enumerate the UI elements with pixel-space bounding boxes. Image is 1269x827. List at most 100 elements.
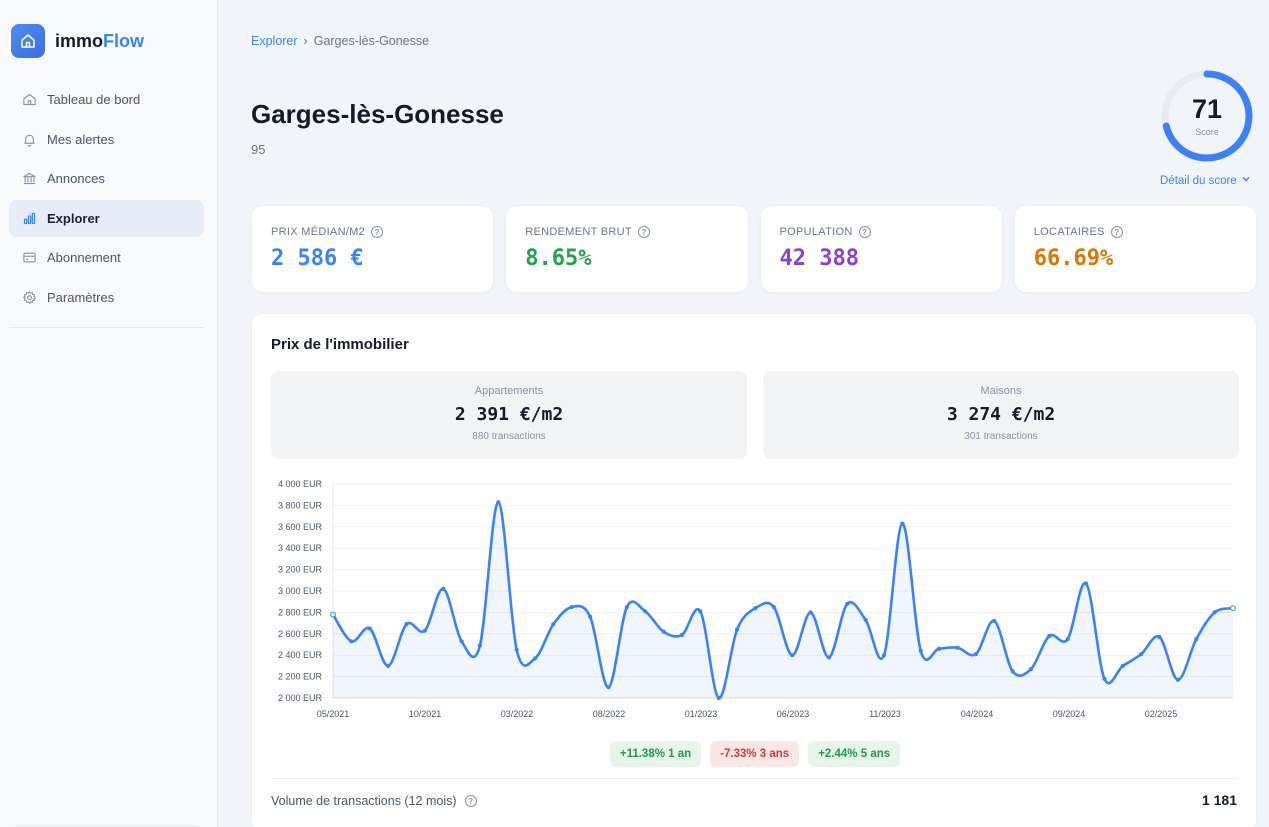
chart-point [845, 601, 850, 606]
sidebar-item-explorer[interactable]: Explorer [9, 199, 204, 237]
home-icon [21, 92, 37, 108]
chart-point [881, 653, 887, 658]
bank-icon [21, 171, 37, 187]
sidebar-item-label: Tableau de bord [47, 92, 141, 107]
chart-point [643, 609, 648, 614]
chart-point [349, 639, 354, 644]
x-tick-label: 11/2023 [869, 709, 901, 719]
chart-point [1083, 581, 1089, 586]
chart-point [808, 610, 813, 615]
y-tick-label: 2 200 EUR [278, 672, 323, 682]
chart-point [771, 604, 776, 610]
chart-point [477, 643, 483, 648]
chart-point [1139, 652, 1144, 657]
chart-point [900, 521, 905, 526]
brand-name: immoFlow [55, 31, 144, 52]
sidebar-item-label: Explorer [47, 210, 100, 226]
help-icon[interactable]: ? [464, 795, 477, 807]
volume-value: 1 181 [1201, 792, 1237, 808]
chart-point [404, 622, 409, 627]
y-tick-label: 3 800 EUR [278, 500, 323, 510]
chart-point [698, 609, 703, 614]
x-tick-label: 04/2024 [961, 709, 994, 719]
breadcrumb-explorer-link[interactable]: Explorer [251, 34, 298, 48]
score-label: Score [1195, 127, 1219, 137]
price-chart[interactable]: 2 000 EUR 2 200 EUR 2 400 EUR 2 600 EUR 2 80… [252, 314, 1258, 734]
sidebar-item-dashboard[interactable]: Tableau de bord [9, 81, 204, 118]
sidebar-item-settings[interactable]: Paramètres [9, 279, 204, 316]
chart-point [514, 647, 519, 652]
evolution-badges: +11.38% 1 an -7.33% 3 ans +2.44% 5 ans [252, 741, 1258, 767]
kpi-card-gross-yield: RENDEMENT BRUT? 8.65% [505, 205, 749, 293]
houses-label: Maisons [980, 385, 1022, 397]
help-icon[interactable]: ? [371, 226, 384, 238]
chart-point [955, 645, 960, 650]
kpi-value: 66.69% [1033, 246, 1114, 271]
kpi-label-row: PRIX MÉDIAN/M2? [271, 226, 474, 238]
help-icon[interactable]: ? [858, 226, 871, 238]
x-tick-label: 08/2022 [593, 709, 626, 719]
panel-title: Prix de l'immobilier [271, 336, 409, 353]
chart-point [496, 500, 501, 505]
help-icon[interactable]: ? [1110, 226, 1123, 238]
y-tick-label: 2 600 EUR [278, 629, 323, 639]
sidebar-item-subscription[interactable]: Abonnement [9, 239, 204, 276]
score-detail-label: Détail du score [1160, 174, 1237, 187]
y-tick-label: 3 400 EUR [278, 543, 323, 553]
chevron-down-icon [1241, 174, 1251, 187]
brand[interactable]: immoFlow [11, 24, 144, 58]
chart-point [1230, 605, 1236, 612]
chart-point [532, 656, 538, 661]
chart-point [386, 663, 391, 668]
evolution-badge-1y: +11.38% 1 an [609, 741, 702, 767]
x-tick-label: 10/2021 [409, 709, 442, 719]
chart-point [606, 685, 611, 690]
sidebar-item-label: Mes alertes [47, 131, 115, 147]
x-tick-label: 02/2025 [1145, 709, 1178, 719]
apartments-transactions: 880 transactions [472, 431, 546, 442]
chart-point [624, 604, 629, 610]
chart-point [588, 614, 593, 619]
kpi-label: RENDEMENT BRUT [525, 226, 632, 238]
bell-icon [21, 131, 37, 147]
chart-point [863, 617, 868, 622]
x-tick-label: 03/2022 [501, 709, 534, 719]
chart-point [973, 652, 978, 657]
sidebar-item-alerts[interactable]: Mes alertes [9, 121, 204, 158]
kpi-card-median-price: PRIX MÉDIAN/M2? 2 586 € [251, 205, 495, 293]
chart-point [1212, 610, 1217, 615]
x-tick-label: 06/2023 [777, 709, 810, 719]
kpi-label-row: LOCATAIRES? [1034, 226, 1237, 238]
volume-label-row: Volume de transactions (12 mois) ? [271, 794, 477, 808]
houses-transactions: 301 transactions [964, 431, 1038, 442]
y-tick-label: 3 200 EUR [278, 565, 323, 575]
score-ring [1161, 70, 1253, 162]
kpi-label: PRIX MÉDIAN/M2 [271, 226, 366, 238]
breadcrumb: Explorer › Garges-lès-Gonesse [251, 34, 429, 48]
bar-chart-icon [21, 210, 37, 226]
chart-point [459, 639, 464, 644]
breadcrumb-current: Garges-lès-Gonesse [313, 34, 430, 48]
card-icon [21, 250, 37, 266]
chart-point [992, 618, 997, 624]
score-value: 71 [1191, 94, 1223, 124]
department-code: 95 [251, 142, 266, 157]
y-tick-label: 3 000 EUR [278, 586, 323, 596]
kpi-row: PRIX MÉDIAN/M2? 2 586 € RENDEMENT BRUT? … [251, 205, 1257, 293]
sidebar-footer-divider [15, 825, 195, 826]
gear-icon [21, 289, 37, 305]
kpi-label: LOCATAIRES [1033, 226, 1105, 238]
chart-point [1047, 633, 1052, 639]
chart-point [422, 628, 427, 633]
x-tick-label: 09/2024 [1053, 709, 1086, 719]
sidebar-item-listings[interactable]: Annonces [9, 160, 204, 197]
chart-point [679, 632, 685, 637]
score-detail-toggle[interactable]: Détail du score [1160, 174, 1251, 187]
evolution-badge-5y: +2.44% 5 ans [808, 741, 901, 767]
volume-label: Volume de transactions (12 mois) [271, 794, 457, 808]
chart-area-fill [333, 502, 1233, 699]
chart-point [569, 604, 574, 610]
chart-point [661, 629, 666, 634]
help-icon[interactable]: ? [637, 226, 650, 238]
sidebar-item-label: Abonnement [47, 250, 121, 265]
